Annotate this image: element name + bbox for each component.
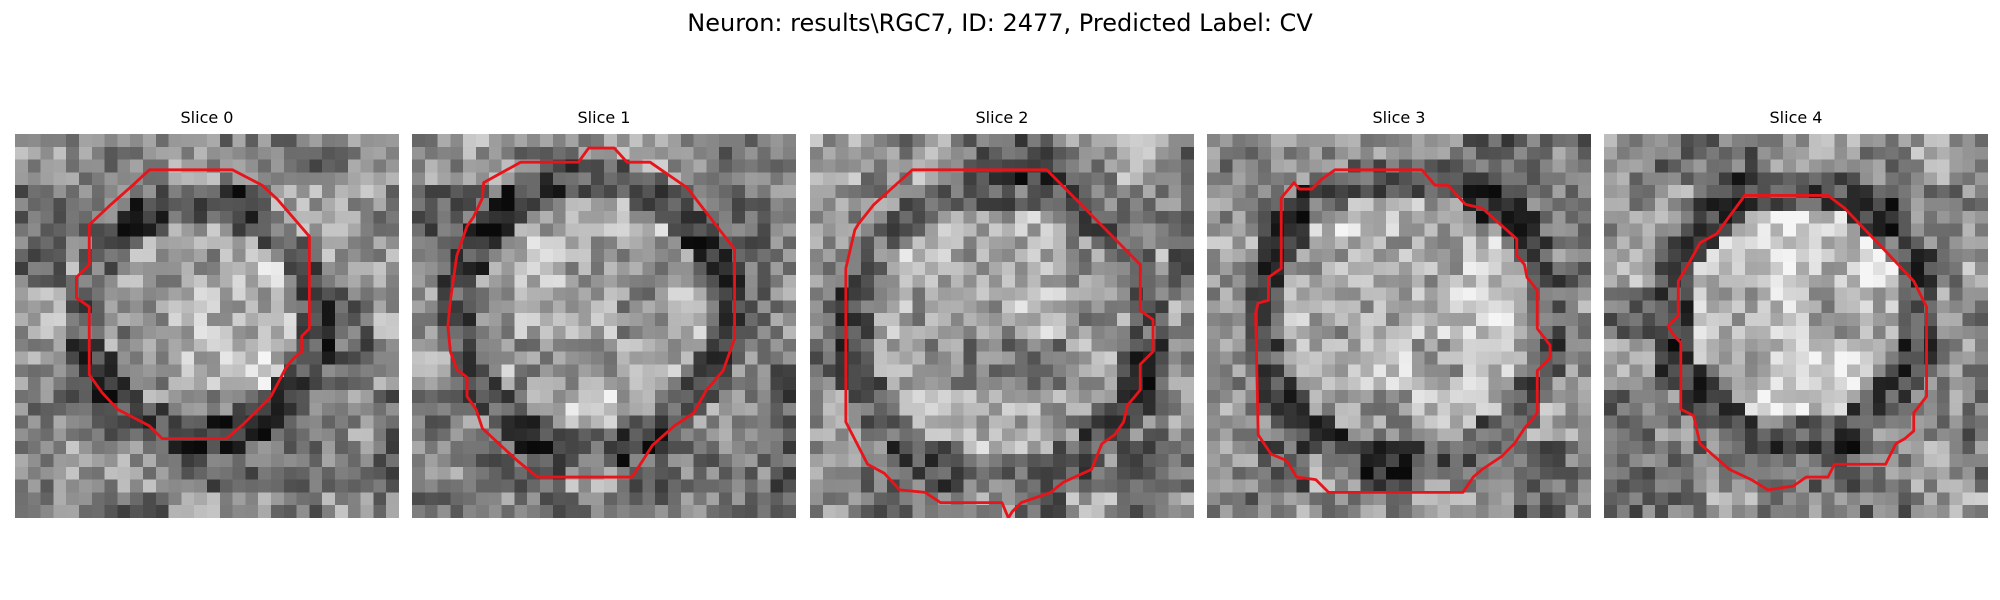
slice-panel-3: Slice 3 xyxy=(1207,108,1591,522)
slice-image-1 xyxy=(412,134,796,518)
slice-panel-4: Slice 4 xyxy=(1604,108,1988,522)
pixel-grid xyxy=(15,134,399,518)
slice-image-2 xyxy=(810,134,1194,518)
slice-title-4: Slice 4 xyxy=(1769,108,1823,127)
pixel-grid xyxy=(1604,134,1988,518)
pixel-grid xyxy=(1207,134,1591,518)
segmentation-contour xyxy=(844,168,1155,518)
slice-panel-0: Slice 0 xyxy=(15,108,399,522)
slice-image-0 xyxy=(15,134,399,518)
slice-panel-1: Slice 1 xyxy=(412,108,796,522)
slice-image-4 xyxy=(1604,134,1988,518)
segmentation-contour xyxy=(1666,194,1928,492)
slice-title-3: Slice 3 xyxy=(1372,108,1426,127)
slice-image-3 xyxy=(1207,134,1591,518)
segmentation-contour xyxy=(1254,168,1552,494)
pixel-grid xyxy=(412,134,796,518)
segmentation-contour xyxy=(75,168,311,441)
slice-title-2: Slice 2 xyxy=(975,108,1029,127)
segmentation-contour xyxy=(446,146,736,479)
pixel-grid xyxy=(810,134,1194,518)
slice-panel-2: Slice 2 xyxy=(810,108,1194,522)
slice-title-1: Slice 1 xyxy=(577,108,631,127)
figure-title: Neuron: results\RGC7, ID: 2477, Predicte… xyxy=(687,9,1313,37)
slice-title-0: Slice 0 xyxy=(180,108,234,127)
